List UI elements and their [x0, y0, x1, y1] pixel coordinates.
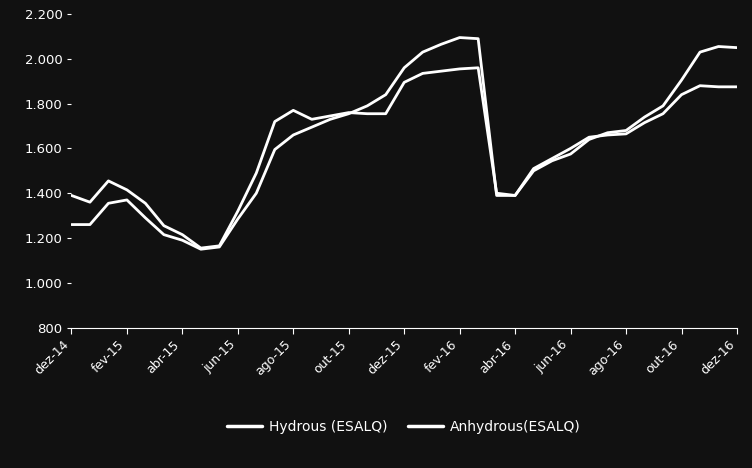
Hydrous (ESALQ) [381, 111, 390, 117]
Line: Anhydrous(ESALQ): Anhydrous(ESALQ) [71, 37, 737, 249]
Anhydrous(ESALQ) [584, 137, 593, 142]
Anhydrous(ESALQ) [196, 246, 205, 252]
Hydrous (ESALQ) [696, 83, 705, 88]
Hydrous (ESALQ) [104, 178, 113, 184]
Anhydrous(ESALQ) [308, 124, 317, 130]
Hydrous (ESALQ) [732, 84, 741, 90]
Anhydrous(ESALQ) [159, 232, 168, 237]
Hydrous (ESALQ) [474, 65, 483, 71]
Hydrous (ESALQ) [455, 66, 464, 72]
Hydrous (ESALQ) [326, 113, 335, 119]
Anhydrous(ESALQ) [270, 147, 279, 153]
Hydrous (ESALQ) [603, 132, 612, 138]
Anhydrous(ESALQ) [104, 200, 113, 206]
Anhydrous(ESALQ) [67, 222, 76, 227]
Legend: Hydrous (ESALQ), Anhydrous(ESALQ): Hydrous (ESALQ), Anhydrous(ESALQ) [222, 415, 587, 440]
Hydrous (ESALQ) [714, 84, 723, 90]
Hydrous (ESALQ) [159, 223, 168, 228]
Anhydrous(ESALQ) [547, 158, 556, 163]
Hydrous (ESALQ) [233, 208, 242, 214]
Hydrous (ESALQ) [177, 232, 186, 237]
Anhydrous(ESALQ) [621, 128, 630, 133]
Hydrous (ESALQ) [196, 245, 205, 251]
Anhydrous(ESALQ) [418, 49, 427, 55]
Anhydrous(ESALQ) [714, 44, 723, 49]
Anhydrous(ESALQ) [86, 222, 95, 227]
Hydrous (ESALQ) [511, 193, 520, 198]
Hydrous (ESALQ) [529, 166, 538, 171]
Anhydrous(ESALQ) [732, 45, 741, 51]
Anhydrous(ESALQ) [492, 193, 501, 198]
Anhydrous(ESALQ) [177, 237, 186, 243]
Hydrous (ESALQ) [289, 108, 298, 113]
Hydrous (ESALQ) [640, 120, 649, 125]
Anhydrous(ESALQ) [215, 244, 224, 250]
Anhydrous(ESALQ) [252, 190, 261, 196]
Anhydrous(ESALQ) [141, 215, 150, 220]
Anhydrous(ESALQ) [696, 49, 705, 55]
Anhydrous(ESALQ) [603, 130, 612, 136]
Hydrous (ESALQ) [547, 156, 556, 161]
Anhydrous(ESALQ) [381, 92, 390, 97]
Anhydrous(ESALQ) [474, 36, 483, 42]
Anhydrous(ESALQ) [659, 103, 668, 109]
Hydrous (ESALQ) [123, 187, 132, 193]
Hydrous (ESALQ) [621, 131, 630, 137]
Anhydrous(ESALQ) [437, 42, 446, 47]
Anhydrous(ESALQ) [344, 111, 353, 117]
Anhydrous(ESALQ) [529, 168, 538, 174]
Hydrous (ESALQ) [437, 68, 446, 74]
Anhydrous(ESALQ) [566, 151, 575, 157]
Anhydrous(ESALQ) [400, 65, 409, 71]
Anhydrous(ESALQ) [123, 197, 132, 203]
Hydrous (ESALQ) [252, 170, 261, 176]
Anhydrous(ESALQ) [511, 193, 520, 198]
Anhydrous(ESALQ) [289, 132, 298, 138]
Anhydrous(ESALQ) [455, 35, 464, 40]
Hydrous (ESALQ) [270, 119, 279, 124]
Hydrous (ESALQ) [215, 243, 224, 249]
Hydrous (ESALQ) [677, 92, 686, 97]
Hydrous (ESALQ) [67, 193, 76, 198]
Hydrous (ESALQ) [362, 111, 371, 117]
Anhydrous(ESALQ) [677, 77, 686, 83]
Hydrous (ESALQ) [492, 190, 501, 196]
Hydrous (ESALQ) [308, 117, 317, 122]
Line: Hydrous (ESALQ): Hydrous (ESALQ) [71, 68, 737, 248]
Anhydrous(ESALQ) [233, 216, 242, 222]
Hydrous (ESALQ) [584, 134, 593, 140]
Anhydrous(ESALQ) [362, 103, 371, 109]
Anhydrous(ESALQ) [326, 117, 335, 122]
Hydrous (ESALQ) [86, 199, 95, 205]
Anhydrous(ESALQ) [640, 114, 649, 120]
Hydrous (ESALQ) [400, 80, 409, 85]
Hydrous (ESALQ) [659, 111, 668, 117]
Hydrous (ESALQ) [344, 110, 353, 116]
Hydrous (ESALQ) [566, 146, 575, 151]
Hydrous (ESALQ) [141, 200, 150, 206]
Hydrous (ESALQ) [418, 71, 427, 76]
